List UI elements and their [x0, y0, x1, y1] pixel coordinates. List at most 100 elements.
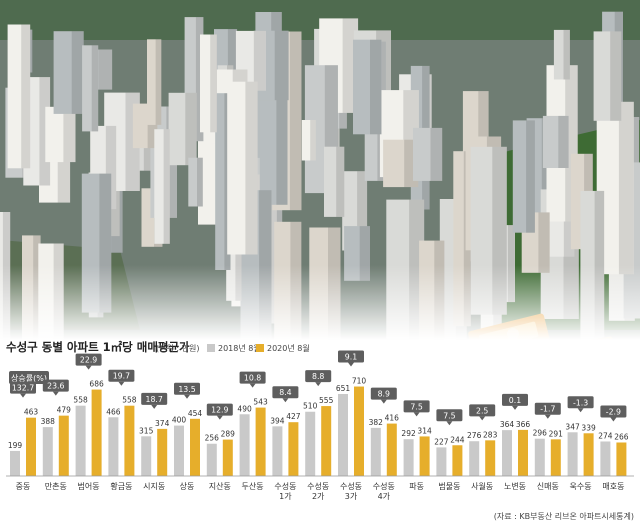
value-label-2020: 366 — [516, 420, 531, 429]
change-badge — [239, 371, 266, 384]
change-badge-pointer — [282, 398, 289, 403]
change-badge-pointer — [315, 382, 322, 387]
value-label-2018: 227 — [434, 437, 449, 446]
value-label-2018: 490 — [237, 404, 252, 413]
bar-2020 — [190, 418, 200, 476]
change-badge — [75, 353, 102, 366]
category-label: 시지동 — [143, 482, 165, 491]
bar-2020 — [616, 442, 627, 476]
change-badge-pointer — [118, 381, 125, 386]
value-label-2020: 416 — [385, 414, 400, 423]
change-value: -2.9 — [606, 407, 621, 416]
change-badge-pointer — [610, 417, 617, 422]
aerial-city-photo — [0, 0, 640, 340]
legend-swatch-2018 — [207, 344, 215, 352]
change-badge — [174, 382, 200, 395]
category-label: 만촌동 — [45, 482, 67, 491]
bar-2020 — [419, 436, 430, 476]
value-label-2018: 394 — [270, 416, 285, 425]
value-label-2020: 291 — [549, 429, 564, 438]
category-label: 2가 — [312, 492, 325, 501]
change-badge — [206, 403, 233, 416]
change-value: 19.7 — [113, 372, 130, 381]
value-label-2020: 463 — [24, 408, 39, 417]
bar-2020 — [321, 406, 332, 476]
change-value: 9.1 — [345, 353, 357, 362]
change-badge — [108, 369, 135, 382]
legend-label-2018: 2018년 8월 — [218, 343, 261, 353]
change-badge — [403, 400, 430, 413]
bar-2020 — [255, 407, 266, 476]
bar-2020 — [354, 386, 364, 476]
change-badge — [502, 393, 528, 406]
value-label-2020: 555 — [319, 396, 334, 405]
bar-2020 — [485, 440, 496, 476]
value-label-2018: 292 — [401, 429, 416, 438]
legend-swatch-2020 — [256, 344, 264, 352]
value-label-2020: 339 — [581, 423, 596, 432]
change-label-badge — [9, 371, 49, 384]
change-badge-pointer — [380, 399, 387, 404]
change-badge-pointer — [151, 404, 158, 409]
value-label-2018: 651 — [336, 384, 351, 393]
value-label-2020: 266 — [614, 432, 629, 441]
bar-2018 — [370, 427, 381, 476]
change-badge — [436, 409, 463, 422]
bar-2020 — [58, 415, 69, 476]
change-value: 8.9 — [378, 390, 390, 399]
category-label: 매호동 — [602, 482, 624, 491]
category-label: 사월동 — [471, 481, 493, 491]
change-value: 2.5 — [476, 406, 488, 415]
value-label-2018: 400 — [172, 416, 187, 425]
category-label: 3가 — [345, 492, 358, 501]
category-label: 수성동 — [373, 482, 395, 491]
change-value: 0.1 — [509, 396, 521, 405]
category-label: 수성동 — [307, 482, 329, 491]
change-badge — [600, 405, 627, 418]
bar-2018 — [534, 438, 545, 476]
change-badge — [469, 404, 496, 417]
bar-2018 — [567, 432, 578, 476]
change-badge-pointer — [446, 421, 453, 426]
bar-2018 — [42, 427, 53, 476]
change-badge-pointer — [512, 405, 518, 410]
change-badge — [370, 387, 397, 400]
change-value: 13.5 — [178, 385, 195, 394]
value-label-2018: 315 — [139, 426, 154, 435]
bar-2020 — [452, 445, 463, 476]
bar-2018 — [108, 417, 119, 476]
bar-2018 — [403, 439, 414, 476]
value-label-2018: 276 — [467, 431, 482, 440]
category-label: 파동 — [409, 482, 424, 491]
change-badge — [534, 402, 561, 415]
value-label-2020: 543 — [253, 398, 268, 407]
change-badge-pointer — [544, 414, 551, 419]
source-note: (자료 : KB부동산 리브온 아파트시세통계) — [494, 511, 634, 521]
bar-2018 — [174, 425, 184, 476]
change-value: 23.6 — [47, 382, 64, 391]
change-value: -1.3 — [573, 398, 588, 407]
change-value: 18.7 — [146, 395, 163, 404]
unit-note: (단위 : 만원) — [156, 343, 199, 353]
category-label: 중동 — [16, 482, 31, 491]
change-value: 7.5 — [410, 402, 422, 411]
bar-2018 — [469, 441, 480, 476]
bars-layer: 199463132.7중동38847923.6만촌동55868622.9범어동4… — [8, 350, 629, 501]
value-label-2020: 374 — [155, 419, 170, 428]
value-label-2020: 283 — [483, 430, 498, 439]
change-badge — [141, 392, 168, 405]
bar-2020 — [518, 429, 528, 476]
change-value: -1.7 — [540, 405, 555, 414]
value-label-2018: 466 — [106, 407, 121, 416]
category-label: 상동 — [180, 481, 195, 491]
change-badge-pointer — [216, 415, 223, 420]
change-badge — [567, 396, 594, 409]
bar-2020 — [386, 423, 397, 476]
change-value: 8.4 — [279, 388, 291, 397]
value-label-2018: 199 — [8, 441, 23, 450]
change-value: 22.9 — [80, 356, 97, 365]
change-badge — [42, 379, 69, 392]
change-badge — [272, 386, 299, 399]
value-label-2018: 274 — [598, 431, 613, 440]
